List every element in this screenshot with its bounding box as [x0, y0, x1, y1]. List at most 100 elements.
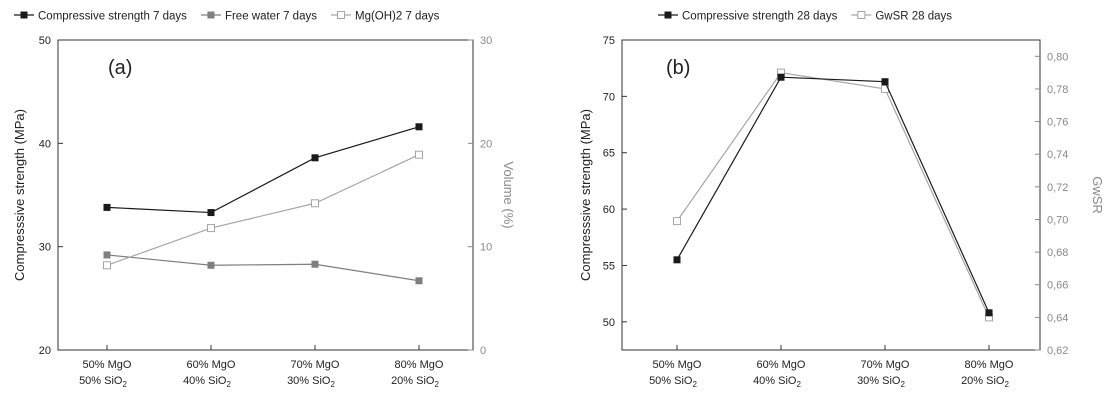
x-tick-label-line1: 60% MgO	[187, 359, 236, 371]
x-tick-label-line1: 80% MgO	[965, 359, 1014, 371]
series-compressive-strength-28-days	[673, 73, 993, 317]
x-tick-label-text: 30% SiO	[857, 375, 901, 387]
legend-marker	[857, 11, 866, 19]
legend-marker	[207, 11, 215, 19]
legend-label: GwSR 28 days	[875, 11, 952, 23]
legend-item: Mg(OH)2 7 days	[330, 11, 440, 23]
y2-tick-label: 0,66	[1047, 280, 1068, 292]
x-tick-label-subscript: 2	[692, 380, 697, 389]
x-tick-label-line2: 50% SiO2	[649, 375, 697, 389]
plot-frame	[621, 39, 1041, 351]
y-tick-label: 40	[39, 138, 51, 150]
x-tick-label-subscript: 2	[330, 380, 335, 389]
y2-tick-label: 0,70	[1047, 214, 1068, 226]
x-tick-label: 60% MgO 40% SiO2	[753, 359, 806, 389]
y-axis-label: Compresssive strength (MPa)	[578, 109, 593, 281]
legend-item: Free water 7 days	[200, 11, 317, 23]
y2-tick-label: 0,76	[1047, 117, 1068, 129]
data-point	[103, 261, 111, 270]
data-point	[415, 150, 423, 159]
x-tick-label-line1: 60% MgO	[757, 359, 806, 371]
data-point	[207, 224, 215, 233]
y2-tick-label: 10	[480, 242, 492, 254]
legend-marker	[20, 11, 28, 19]
data-point	[103, 251, 111, 259]
x-tick-label-subscript: 2	[1004, 380, 1009, 389]
y-tick-label: 20	[39, 345, 51, 357]
x-tick-label-subscript: 2	[226, 380, 231, 389]
x-tick-label: 70% MgO 30% SiO2	[287, 359, 340, 389]
y2-tick-label: 0,80	[1047, 51, 1068, 63]
panel-label: (b)	[666, 57, 690, 79]
x-tick-label-text: 40% SiO	[183, 375, 227, 387]
y2-tick-label: 0	[480, 345, 486, 357]
x-tick-label-line2: 20% SiO2	[391, 375, 439, 389]
data-point	[415, 123, 423, 131]
x-tick-label: 80% MgO 20% SiO2	[391, 359, 444, 389]
y2-tick-label: 0,68	[1047, 247, 1068, 259]
series-line	[676, 76, 990, 314]
y2-tick-label: 0,72	[1047, 182, 1068, 194]
data-point	[311, 260, 319, 268]
y-tick-label: 50	[603, 317, 615, 329]
x-tick-label-subscript: 2	[434, 380, 439, 389]
y2-tick-label: 20	[480, 138, 492, 150]
chart-panel-a: Compressive strength 7 days Free water 7 …	[12, 11, 516, 390]
legend-label: Free water 7 days	[225, 11, 317, 23]
x-tick-label-line2: 50% SiO2	[79, 375, 127, 389]
y-tick-label: 50	[39, 35, 51, 47]
data-point	[311, 199, 319, 208]
y-tick-label: 70	[603, 91, 615, 103]
legend-item: GwSR 28 days	[851, 11, 952, 23]
legend-marker	[336, 11, 345, 19]
series-compressive-strength-7-days	[103, 123, 423, 217]
y-tick-label: 30	[39, 242, 51, 254]
series-free-water-7-days	[103, 251, 423, 285]
x-tick-label-text: 30% SiO	[287, 375, 331, 387]
data-point	[311, 154, 319, 162]
series-line	[106, 254, 420, 282]
y2-tick-label: 0,62	[1047, 345, 1068, 357]
legend-item: Compressive strength 28 days	[658, 11, 838, 23]
data-point	[415, 277, 423, 285]
x-tick-label: 50% MgO 50% SiO2	[79, 359, 132, 389]
legend-label: Compressive strength 28 days	[682, 11, 838, 23]
legend-label: Mg(OH)2 7 days	[355, 11, 440, 23]
chart-panel-b: Compressive strength 28 days GwSR 28 days…	[578, 11, 1105, 390]
data-point	[207, 209, 215, 217]
y2-tick-label: 30	[480, 35, 492, 47]
series-line	[106, 154, 420, 266]
y-tick-label: 60	[603, 204, 615, 216]
data-point	[777, 73, 785, 81]
y-tick-label: 65	[603, 148, 615, 160]
x-tick-label-text: 50% SiO	[649, 375, 693, 387]
x-tick-label-text: 20% SiO	[391, 375, 435, 387]
series-line	[106, 126, 420, 214]
x-tick-label-subscript: 2	[122, 380, 127, 389]
x-tick-label: 60% MgO 40% SiO2	[183, 359, 236, 389]
x-tick-label: 80% MgO 20% SiO2	[961, 359, 1014, 389]
panel-label: (a)	[108, 57, 132, 79]
x-tick-label-line1: 50% MgO	[83, 359, 132, 371]
x-tick-label-line1: 80% MgO	[395, 359, 444, 371]
x-tick-label-line1: 70% MgO	[291, 359, 340, 371]
x-tick-label-text: 20% SiO	[961, 375, 1005, 387]
series-gwsr-28-days	[673, 68, 993, 322]
x-tick-label-text: 50% SiO	[79, 375, 123, 387]
data-point	[985, 309, 993, 317]
plot-frame	[57, 39, 474, 351]
y-tick-label: 55	[603, 260, 615, 272]
x-tick-label: 50% MgO 50% SiO2	[649, 359, 702, 389]
legend: Compressive strength 7 days Free water 7 …	[14, 11, 440, 23]
series-line	[676, 71, 990, 318]
x-tick-label-line1: 50% MgO	[653, 359, 702, 371]
x-tick-label-line2: 40% SiO2	[753, 375, 801, 389]
x-tick-label-line2: 20% SiO2	[961, 375, 1009, 389]
y2-tick-label: 0,78	[1047, 84, 1068, 96]
y2-tick-label: 0,74	[1047, 149, 1068, 161]
x-tick-label: 70% MgO 30% SiO2	[857, 359, 910, 389]
data-point	[881, 78, 889, 86]
legend-label: Compressive strength 7 days	[38, 11, 187, 23]
x-tick-label-line1: 70% MgO	[861, 359, 910, 371]
